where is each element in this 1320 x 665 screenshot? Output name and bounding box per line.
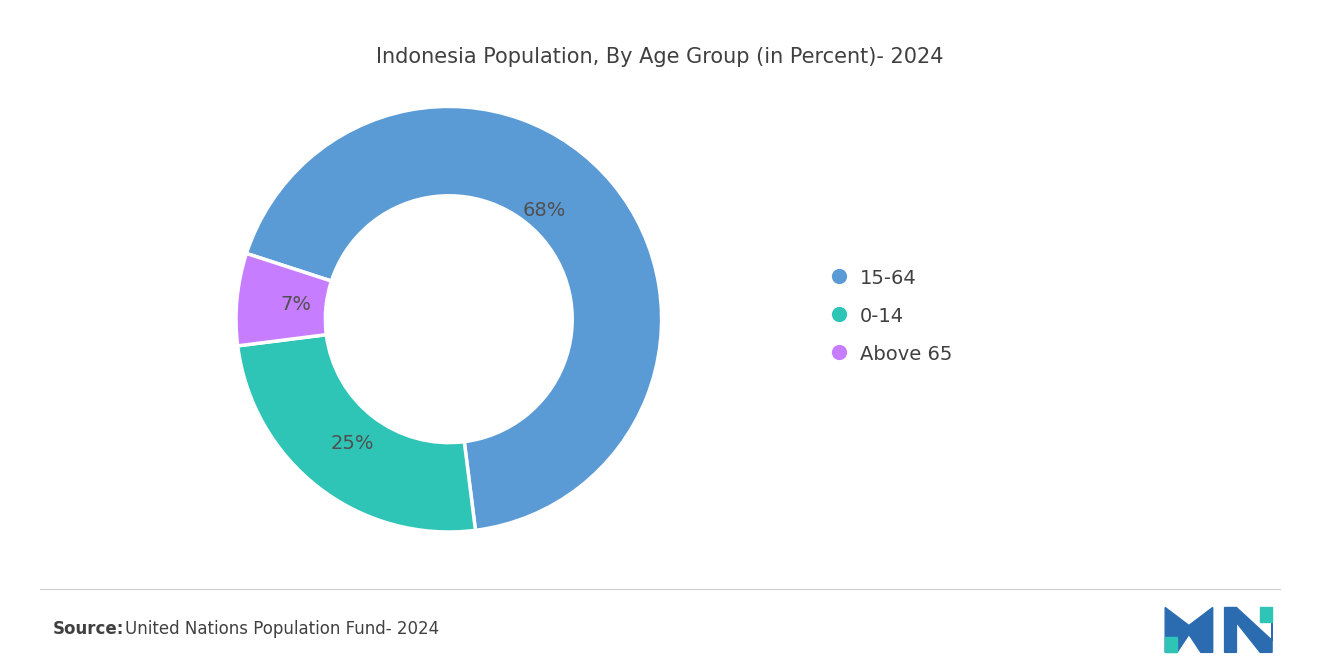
Polygon shape: [1166, 637, 1177, 652]
Text: 7%: 7%: [281, 295, 312, 314]
Wedge shape: [238, 334, 475, 532]
Text: 25%: 25%: [330, 434, 374, 453]
Text: 68%: 68%: [523, 201, 566, 220]
Wedge shape: [236, 253, 331, 346]
Text: Indonesia Population, By Age Group (in Percent)- 2024: Indonesia Population, By Age Group (in P…: [376, 47, 944, 66]
Polygon shape: [1166, 608, 1213, 652]
Polygon shape: [1261, 608, 1272, 622]
Polygon shape: [1225, 608, 1272, 652]
Text: United Nations Population Fund- 2024: United Nations Population Fund- 2024: [125, 620, 440, 638]
Text: Source:: Source:: [53, 620, 124, 638]
Wedge shape: [247, 106, 661, 530]
Legend: 15-64, 0-14, Above 65: 15-64, 0-14, Above 65: [825, 258, 962, 374]
